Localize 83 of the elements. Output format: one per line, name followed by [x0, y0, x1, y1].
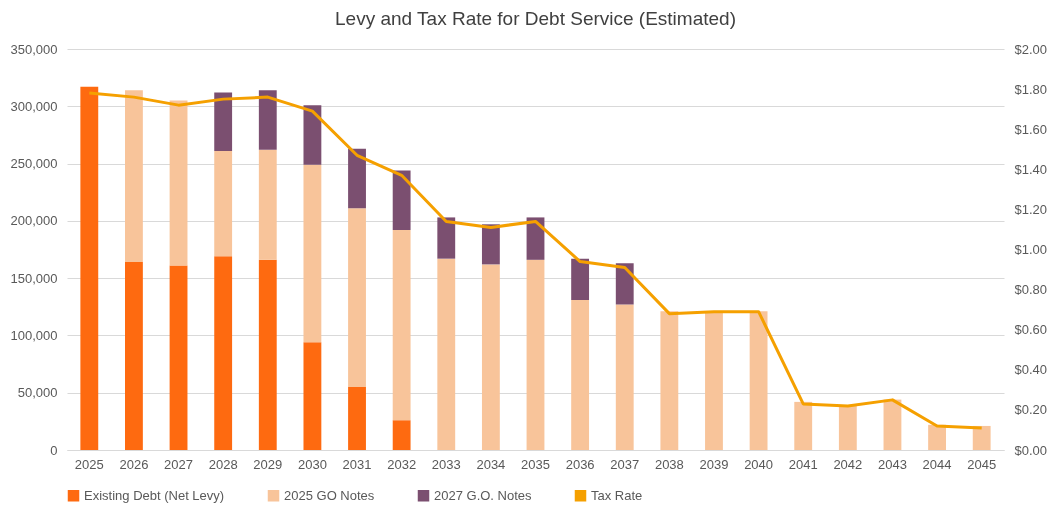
bar [794, 401, 813, 450]
bar [214, 150, 233, 257]
y2-tick-label: $1.00 [1014, 242, 1048, 257]
y-tick-label: 300,000 [10, 98, 58, 114]
bar [392, 230, 411, 421]
y2-tick-label: $1.20 [1014, 201, 1048, 217]
bar [169, 100, 188, 266]
y-tick-label: 200,000 [10, 213, 58, 229]
bar [615, 263, 634, 305]
bar [838, 405, 857, 450]
bar [258, 90, 277, 150]
bar [526, 259, 545, 450]
x-tick-label: 2040 [744, 456, 774, 472]
x-tick-label: 2033 [431, 456, 461, 472]
bar [437, 217, 456, 259]
y-tick-label: 250,000 [10, 156, 58, 172]
x-tick-label: 2029 [253, 456, 283, 472]
bar [258, 149, 277, 260]
bar [303, 164, 322, 343]
x-tick-label: 2045 [967, 456, 997, 472]
y2-tick-label: $0.00 [1014, 442, 1048, 458]
bar [348, 386, 366, 450]
bar [303, 342, 322, 450]
x-tick-label: 2041 [788, 456, 818, 472]
bar [481, 224, 500, 265]
bar [749, 311, 768, 450]
x-tick-label: 2026 [119, 456, 149, 472]
x-tick-label: 2025 [74, 456, 104, 472]
bar [214, 256, 233, 450]
bar [437, 258, 456, 450]
legend-label: Tax Rate [591, 487, 643, 503]
x-tick-label: 2027 [164, 456, 194, 472]
bar [258, 259, 277, 450]
y-tick-label: 50,000 [17, 385, 58, 401]
y2-tick-label: $1.60 [1014, 121, 1048, 137]
legend-label: 2025 GO Notes [284, 487, 375, 503]
y2-tick-label: $2.00 [1014, 41, 1048, 57]
x-tick-label: 2037 [610, 456, 640, 472]
x-tick-label: 2028 [208, 456, 238, 472]
bar [348, 208, 366, 387]
bar [303, 105, 322, 165]
bar [928, 424, 946, 450]
x-tick-label: 2038 [654, 456, 684, 472]
y2-tick-label: $1.40 [1014, 161, 1048, 177]
x-tick-label: 2034 [476, 456, 506, 472]
bar [660, 311, 679, 450]
legend-label: Existing Debt (Net Levy) [84, 487, 225, 503]
bar [125, 262, 143, 450]
bar [392, 420, 411, 450]
y-tick-label: 0 [50, 442, 58, 458]
bar [348, 148, 366, 209]
bar [571, 258, 590, 300]
bar [80, 86, 99, 450]
bar [883, 399, 902, 450]
bar [972, 425, 991, 450]
chart-title: Levy and Tax Rate for Debt Service (Estimated) [335, 8, 736, 29]
x-tick-label: 2039 [699, 456, 729, 472]
bar [615, 304, 634, 450]
legend-label: 2027 G.O. Notes [434, 487, 533, 503]
bar [169, 265, 188, 450]
line-series [87, 91, 984, 430]
y2-tick-label: $1.80 [1014, 81, 1048, 97]
y-tick-label: 350,000 [10, 41, 58, 57]
x-tick-label: 2042 [833, 456, 863, 472]
bar [392, 170, 411, 231]
y2-tick-label: $0.60 [1014, 322, 1048, 338]
x-tick-label: 2043 [877, 456, 907, 472]
x-tick-label: 2030 [297, 456, 327, 472]
y2-tick-label: $0.20 [1014, 402, 1048, 418]
bar [125, 90, 143, 263]
bar [705, 311, 723, 450]
y2-tick-label: $0.80 [1014, 282, 1048, 298]
y2-tick-label: $0.40 [1014, 362, 1048, 378]
x-tick-label: 2031 [342, 456, 372, 472]
bar [481, 264, 500, 450]
x-tick-label: 2044 [922, 456, 952, 472]
y-tick-label: 150,000 [10, 270, 58, 286]
x-tick-label: 2035 [521, 456, 550, 472]
bar [571, 299, 590, 450]
x-tick-label: 2036 [565, 456, 595, 472]
bar [214, 92, 233, 151]
x-tick-label: 2032 [387, 456, 417, 472]
y-tick-label: 100,000 [10, 327, 58, 343]
